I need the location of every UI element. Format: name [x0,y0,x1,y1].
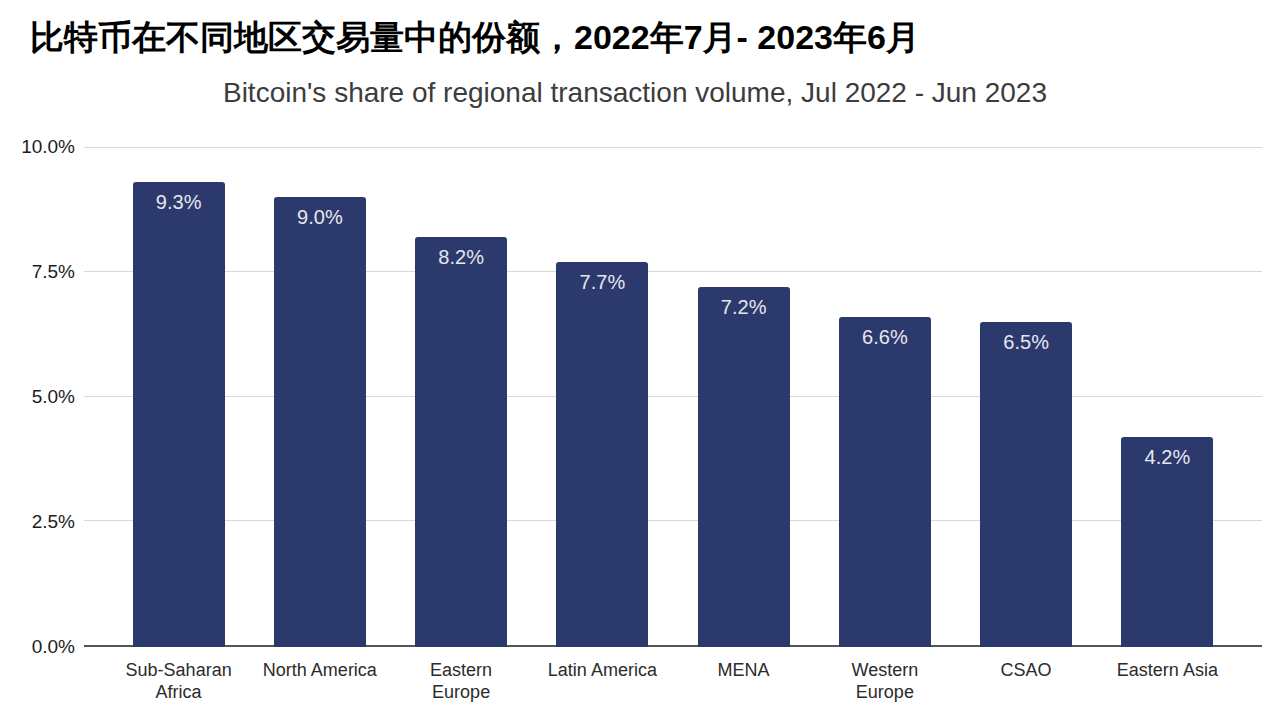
bar-value-label: 6.5% [980,322,1072,354]
bar-slot: 8.2% [391,147,532,647]
bar-value-label: 7.7% [556,262,648,294]
bar-slot: 4.2% [1097,147,1238,647]
bar-value-label: 9.3% [133,182,225,214]
x-tick-label: CSAO [956,659,1097,703]
x-tick-label: Latin America [532,659,673,703]
x-tick-label: Eastern Asia [1097,659,1238,703]
y-tick-label: 2.5% [32,511,75,533]
bar-eastern-asia: 4.2% [1121,437,1213,647]
bar-north-america: 9.0% [274,197,366,647]
bar-value-label: 6.6% [839,317,931,349]
x-tick-label: North America [249,659,390,703]
bar-slot: 7.2% [673,147,814,647]
bar-western-europe: 6.6% [839,317,931,647]
bar-slot: 7.7% [532,147,673,647]
y-axis: 0.0%2.5%5.0%7.5%10.0% [0,147,75,647]
y-tick-label: 7.5% [32,261,75,283]
x-tick-label: MENA [673,659,814,703]
bar-slot: 9.3% [108,147,249,647]
x-tick-label: Sub-Saharan Africa [108,659,249,703]
bar-slot: 6.6% [814,147,955,647]
y-tick-label: 10.0% [21,136,75,158]
bar-csao: 6.5% [980,322,1072,647]
x-tick-label: Eastern Europe [391,659,532,703]
bar-value-label: 4.2% [1121,437,1213,469]
page-title-chinese: 比特币在不同地区交易量中的份额，2022年7月- 2023年6月 [30,20,920,56]
bar-value-label: 9.0% [274,197,366,229]
y-tick-label: 0.0% [32,636,75,658]
y-tick-label: 5.0% [32,386,75,408]
bar-slot: 6.5% [956,147,1097,647]
bar-value-label: 8.2% [415,237,507,269]
bar-mena: 7.2% [698,287,790,647]
bar-eastern-europe: 8.2% [415,237,507,647]
x-tick-label: Western Europe [814,659,955,703]
bar-slot: 9.0% [249,147,390,647]
bar-latin-america: 7.7% [556,262,648,647]
bar-value-label: 7.2% [698,287,790,319]
bar-sub-saharan-africa: 9.3% [133,182,225,647]
x-axis-labels: Sub-Saharan AfricaNorth AmericaEastern E… [84,659,1262,703]
chart-title: Bitcoin's share of regional transaction … [0,78,1270,109]
bars: 9.3% 9.0% 8.2% 7.7% 7.2% 6.6% 6.5% 4.2% [84,147,1262,647]
